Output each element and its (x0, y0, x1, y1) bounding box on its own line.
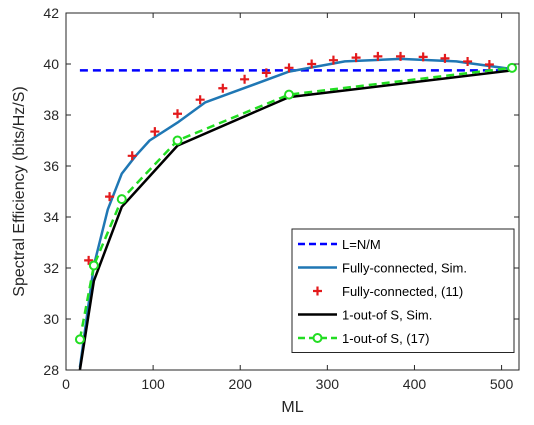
data-point-5-4 (172, 135, 183, 146)
data-point-5-5 (284, 89, 295, 100)
y-tick-label-3: 32 (43, 260, 59, 276)
data-point-3-6 (195, 95, 205, 105)
legend-label-1: L=N/M (342, 237, 381, 252)
y-axis-label: Spectral Efficiency (bits/Hz/S) (11, 86, 28, 296)
data-point-3-12 (328, 55, 338, 65)
legend-item-2: Fully-connected, Sim. (298, 261, 467, 276)
data-point-5-2 (88, 260, 99, 271)
legend-label-5: 1-out-of S, (17) (342, 331, 429, 346)
x-tick-label-1: 0 (62, 376, 70, 392)
x-tick-label-6: 500 (490, 376, 514, 392)
y-tick-label-5: 36 (43, 158, 59, 174)
data-point-3-5 (173, 109, 183, 119)
data-point-3-19 (484, 60, 494, 70)
series-3 (84, 51, 517, 265)
series-line-5 (78, 66, 513, 340)
data-point-5-6 (507, 62, 518, 73)
data-point-3-8 (240, 74, 250, 84)
y-tick-label-7: 40 (43, 56, 59, 72)
legend-label-3: Fully-connected, (11) (342, 284, 463, 299)
legend-box (291, 228, 515, 353)
data-point-3-11 (307, 59, 317, 69)
series-line-2 (78, 57, 513, 368)
axes-frame (65, 12, 520, 371)
data-point-3-16 (418, 52, 428, 62)
y-tick-label-1: 28 (43, 362, 59, 378)
data-point-3-18 (463, 56, 473, 66)
legend-marker-5 (312, 333, 323, 343)
data-point-3-2 (105, 192, 115, 202)
data-point-3-1 (84, 255, 94, 265)
data-point-3-3 (127, 151, 137, 161)
x-tick-label-3: 200 (229, 376, 253, 392)
y-tick-label-8: 42 (43, 5, 59, 21)
data-point-3-10 (284, 63, 294, 73)
data-point-3-13 (351, 53, 361, 63)
data-point-3-7 (218, 83, 228, 93)
x-tick-label-4: 300 (316, 376, 340, 392)
data-point-3-14 (373, 51, 383, 61)
x-tick-label-2: 100 (141, 376, 165, 392)
series-2 (78, 57, 513, 368)
legend-label-2: Fully-connected, Sim. (342, 261, 467, 276)
series-5 (74, 62, 518, 345)
legend-item-5: 1-out-of S, (17) (298, 331, 429, 346)
legend-item-4: 1-out-of S, Sim. (298, 308, 432, 323)
x-tick-label-5: 400 (403, 376, 427, 392)
axes-layer: 0 100 200 300 400 500 28 30 32 34 36 38 40 42 (43, 5, 520, 392)
series-layer (74, 51, 518, 371)
data-point-3-17 (440, 53, 450, 63)
series-4 (78, 69, 513, 371)
data-point-5-3 (116, 194, 127, 205)
legend-item-1: L=N/M (298, 237, 381, 252)
legend-marker-3 (313, 286, 322, 296)
legend: L=N/M Fully-connected, Sim. Fully-connecte… (291, 228, 515, 353)
legend-label-4: 1-out-of S, Sim. (342, 308, 432, 323)
data-point-3-4 (150, 127, 160, 137)
series-line-4 (78, 69, 513, 371)
data-point-3-9 (261, 68, 271, 78)
data-point-3-15 (396, 51, 406, 61)
y-tick-label-4: 34 (43, 209, 59, 225)
y-tick-label-2: 30 (43, 311, 59, 327)
legend-item-3: Fully-connected, (11) (313, 284, 463, 299)
y-tick-label-6: 38 (43, 107, 59, 123)
x-axis-label: ML (281, 399, 303, 416)
data-point-5-1 (74, 334, 85, 345)
